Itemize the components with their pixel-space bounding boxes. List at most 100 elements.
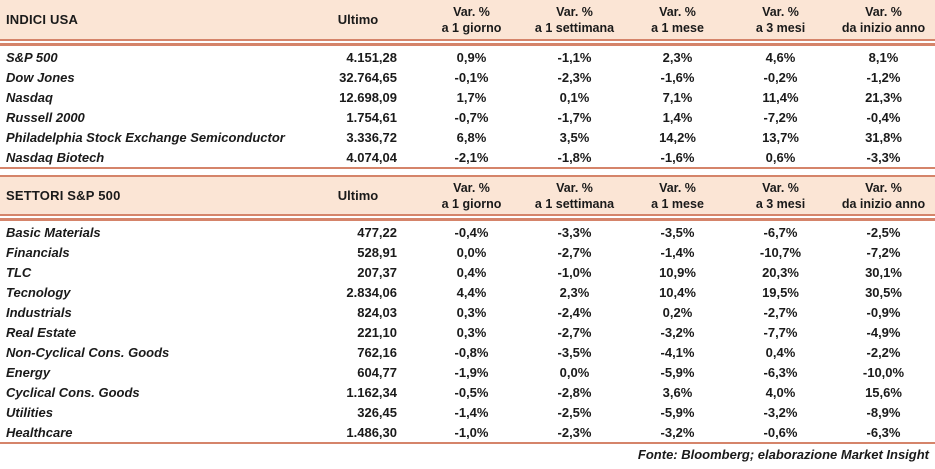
var-inizio-anno: -0,4% [866,109,901,125]
var-1-mese: -5,9% [660,404,695,420]
var-1-giorno: 6,8% [456,129,487,145]
var-1-settimana: -1,7% [557,109,592,125]
var-3-mesi: -0,2% [763,69,798,85]
settori-sp500-header: SETTORI S&P 500 Ultimo Var. % a 1 giorno… [0,175,935,214]
row-label: Dow Jones [6,69,75,85]
last-value: 824,03 [357,304,397,320]
var-1-giorno: -2,1% [454,149,489,165]
var-period: da inizio anno [841,20,926,35]
var-label: Var. % [453,4,490,19]
var-inizio-anno: -10,0% [862,364,905,380]
table-row: Tecnology 2.834,06 4,4% 2,3% 10,4% 19,5%… [0,282,935,302]
column-header-var: Var. % a 1 giorno [420,4,523,36]
var-3-mesi: -6,7% [763,224,798,240]
var-3-mesi: 0,4% [765,344,796,360]
var-1-mese: 2,3% [662,49,693,65]
row-label: S&P 500 [6,49,58,65]
table-row: Real Estate 221,10 0,3% -2,7% -3,2% -7,7… [0,322,935,342]
var-3-mesi: -2,7% [763,304,798,320]
var-1-mese: -1,6% [660,69,695,85]
single-rule [0,442,935,444]
var-inizio-anno: -2,5% [866,224,901,240]
row-label: Nasdaq Biotech [6,149,105,165]
last-value: 4.151,28 [346,49,397,65]
var-1-giorno: 0,9% [456,49,487,65]
table-row: Basic Materials 477,22 -0,4% -3,3% -3,5%… [0,222,935,242]
row-label: Industrials [6,304,72,320]
last-value: 32.764,65 [339,69,397,85]
last-value: 12.698,09 [339,89,397,105]
var-label: Var. % [865,4,902,19]
table-row: Energy 604,77 -1,9% 0,0% -5,9% -6,3% -10… [0,362,935,382]
var-1-giorno: -0,5% [454,384,489,400]
last-value: 2.834,06 [346,284,397,300]
var-label: Var. % [762,4,799,19]
var-1-giorno: 0,3% [456,304,487,320]
section-title-indici-usa: INDICI USA [6,12,79,27]
last-value: 1.486,30 [346,424,397,440]
var-1-settimana: -1,8% [557,149,592,165]
var-1-mese: 0,2% [662,304,693,320]
last-value: 3.336,72 [346,129,397,145]
var-1-settimana: -2,8% [557,384,592,400]
row-label: Healthcare [6,424,73,440]
var-3-mesi: -10,7% [759,244,802,260]
var-inizio-anno: -2,2% [866,344,901,360]
table-row: Healthcare 1.486,30 -1,0% -2,3% -3,2% -0… [0,422,935,442]
row-label: Cyclical Cons. Goods [6,384,140,400]
var-3-mesi: -7,7% [763,324,798,340]
var-1-settimana: -2,7% [557,324,592,340]
section-title-settori: SETTORI S&P 500 [6,188,121,203]
table-row: TLC 207,37 0,4% -1,0% 10,9% 20,3% 30,1% [0,262,935,282]
var-1-mese: -1,4% [660,244,695,260]
var-3-mesi: 4,6% [765,49,796,65]
single-rule [0,167,935,169]
var-1-mese: 3,6% [662,384,693,400]
var-1-giorno: -1,4% [454,404,489,420]
last-value: 221,10 [357,324,397,340]
var-inizio-anno: 30,1% [865,264,902,280]
var-1-settimana: 0,0% [559,364,590,380]
var-1-giorno: -0,1% [454,69,489,85]
last-value: 604,77 [357,364,397,380]
var-period: a 1 settimana [534,196,615,211]
var-period: a 3 mesi [755,20,806,35]
double-rule [0,214,935,221]
table-row: Nasdaq Biotech 4.074,04 -2,1% -1,8% -1,6… [0,147,935,167]
indici-usa-header: INDICI USA Ultimo Var. % a 1 giorno Var.… [0,0,935,39]
var-1-settimana: -2,3% [557,69,592,85]
var-3-mesi: -3,2% [763,404,798,420]
var-inizio-anno: -1,2% [866,69,901,85]
var-3-mesi: 11,4% [762,89,799,105]
var-1-giorno: 0,0% [456,244,487,260]
var-label: Var. % [556,4,593,19]
column-header-var: Var. % a 3 mesi [729,180,832,212]
var-1-settimana: -1,0% [557,264,592,280]
row-label: Tecnology [6,284,71,300]
var-1-settimana: -3,3% [557,224,592,240]
table-row: Nasdaq 12.698,09 1,7% 0,1% 7,1% 11,4% 21… [0,87,935,107]
var-inizio-anno: -8,9% [866,404,901,420]
row-label: Energy [6,364,51,380]
var-inizio-anno: 21,3% [865,89,902,105]
var-1-settimana: -3,5% [557,344,592,360]
var-3-mesi: -7,2% [763,109,798,125]
var-label: Var. % [659,4,696,19]
row-label: Utilities [6,404,53,420]
column-header-var: Var. % a 1 giorno [420,180,523,212]
last-value: 1.162,34 [346,384,397,400]
var-3-mesi: 13,7% [762,129,799,145]
var-1-giorno: -0,8% [454,344,489,360]
row-label: Russell 2000 [6,109,85,125]
var-1-settimana: -1,1% [557,49,592,65]
table-row: Utilities 326,45 -1,4% -2,5% -5,9% -3,2%… [0,402,935,422]
table-row: Russell 2000 1.754,61 -0,7% -1,7% 1,4% -… [0,107,935,127]
var-inizio-anno: -0,9% [866,304,901,320]
last-value: 762,16 [357,344,397,360]
var-period: a 1 giorno [441,196,502,211]
column-header-var: Var. % a 1 settimana [523,4,626,36]
table-row: Non-Cyclical Cons. Goods 762,16 -0,8% -3… [0,342,935,362]
var-1-settimana: 3,5% [559,129,590,145]
var-period: da inizio anno [841,196,926,211]
